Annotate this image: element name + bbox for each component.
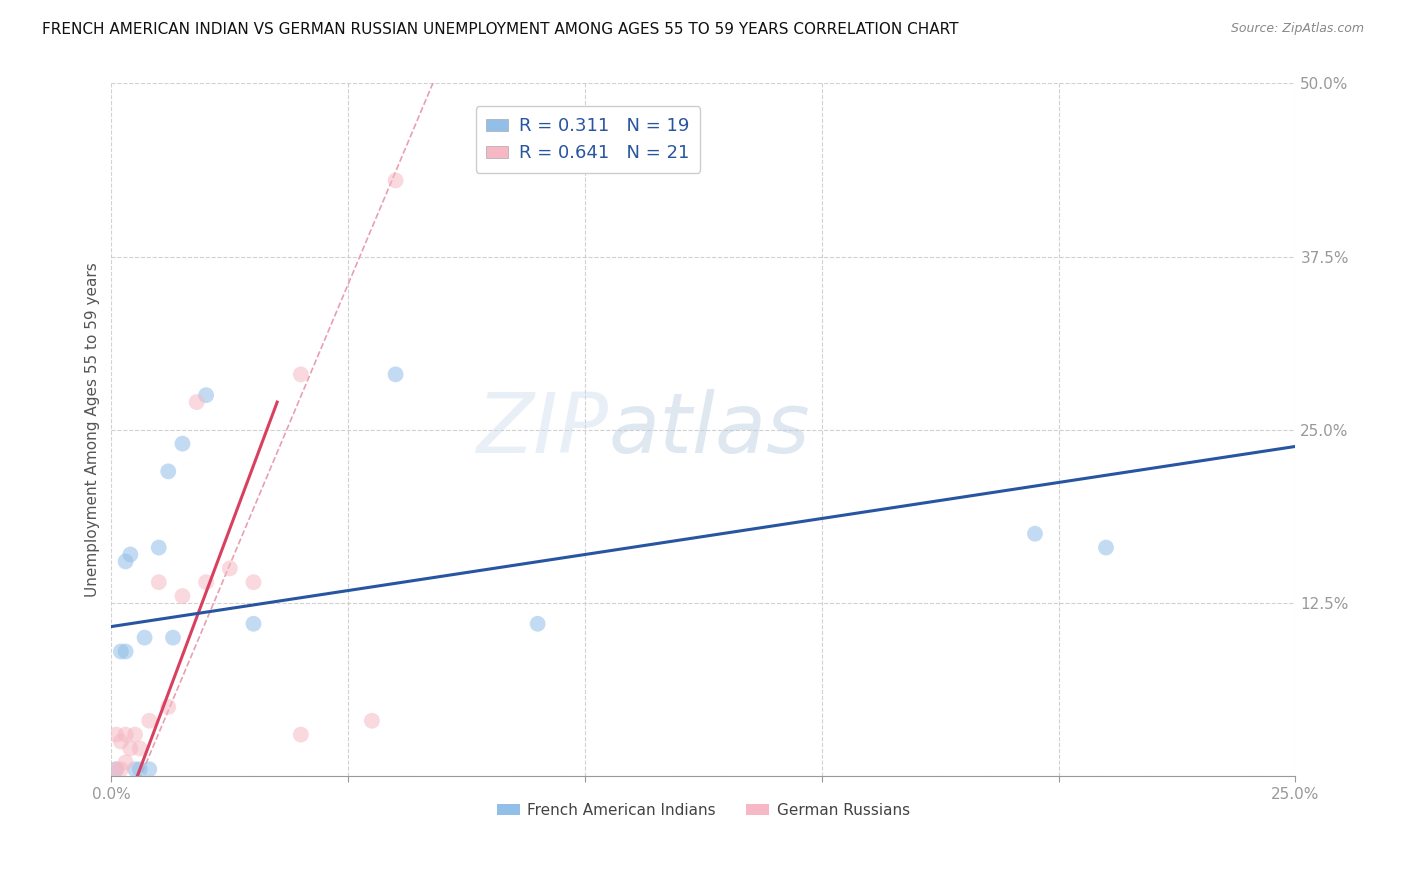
Point [114,728,136,742]
Point [134,631,156,645]
Point [218,561,240,575]
Point [124,728,146,742]
Point [242,616,264,631]
Point [290,728,312,742]
Point [110,762,132,776]
Point [105,762,128,776]
Point [105,762,128,776]
Point [157,464,180,478]
Point [195,575,218,590]
Point [138,714,160,728]
Point [128,741,150,756]
Point [384,173,406,187]
Text: FRENCH AMERICAN INDIAN VS GERMAN RUSSIAN UNEMPLOYMENT AMONG AGES 55 TO 59 YEARS : FRENCH AMERICAN INDIAN VS GERMAN RUSSIAN… [42,22,959,37]
Point [195,388,218,402]
Point [384,368,406,382]
Point [526,616,548,631]
Text: Source: ZipAtlas.com: Source: ZipAtlas.com [1230,22,1364,36]
Point [162,631,184,645]
Point [114,756,136,770]
Point [114,644,136,658]
Point [1024,526,1046,541]
Point [172,436,194,450]
Point [148,541,170,555]
Y-axis label: Unemployment Among Ages 55 to 59 years: Unemployment Among Ages 55 to 59 years [86,262,100,597]
Point [105,728,128,742]
Point [172,589,194,603]
Point [242,575,264,590]
Point [120,548,142,562]
Point [361,714,384,728]
Point [138,762,160,776]
Point [110,644,132,658]
Point [114,554,136,568]
Point [110,734,132,748]
Legend: French American Indians, German Russians: French American Indians, German Russians [491,797,917,824]
Point [186,395,208,409]
Point [120,741,142,756]
Point [124,762,146,776]
Point [148,575,170,590]
Point [128,762,150,776]
Point [157,699,180,714]
Point [290,368,312,382]
Point [1095,541,1118,555]
Text: atlas: atlas [609,389,810,470]
Text: ZIP: ZIP [477,389,609,470]
